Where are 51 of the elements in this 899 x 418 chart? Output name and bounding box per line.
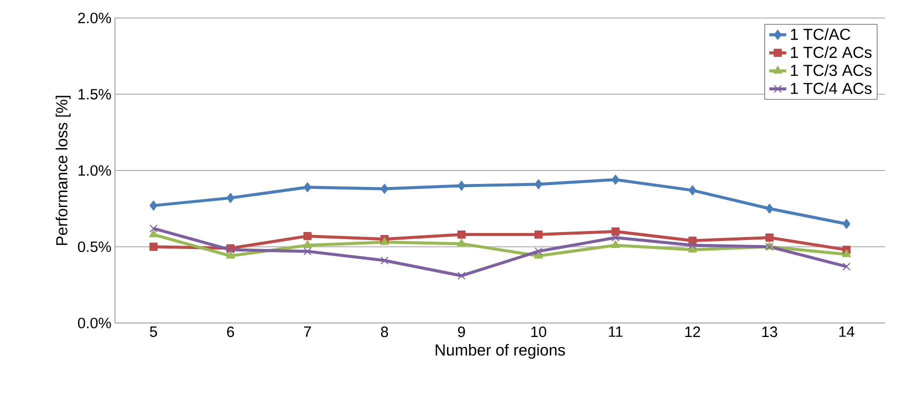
x-tick-label: 12: [685, 326, 700, 337]
point: [611, 240, 620, 248]
point: [842, 218, 850, 229]
point: [304, 182, 312, 192]
x-tick-label: 14: [839, 326, 854, 337]
legend-label: 1 TC/AC: [790, 28, 850, 40]
point: [842, 262, 851, 271]
point: [226, 192, 234, 203]
point: [457, 272, 466, 280]
legend-label: 1 TC/2 ACs: [790, 46, 872, 58]
y-tick-label: 2.0%: [78, 12, 111, 24]
point: [149, 224, 158, 232]
point: [457, 238, 466, 246]
point: [612, 174, 620, 185]
point: [765, 234, 774, 242]
point: [458, 180, 466, 191]
x-tick-label: 11: [608, 326, 623, 337]
x-tick-label: 5: [150, 326, 158, 337]
point: [150, 200, 158, 211]
y-tick-label: 0.0%: [78, 318, 111, 328]
point: [611, 227, 620, 236]
point: [611, 234, 620, 242]
x-axis-title: Number of regions: [436, 344, 565, 359]
y-tick-label: 1.0%: [78, 165, 111, 176]
point: [534, 247, 543, 256]
point: [149, 242, 158, 251]
point: [303, 247, 312, 256]
legend-label: 1 TC/3 ACs: [790, 64, 872, 76]
x-tick-label: 10: [531, 326, 546, 338]
point: [688, 241, 697, 250]
point: [149, 230, 158, 238]
y-tick-label: 1.5%: [78, 89, 111, 100]
point: [842, 249, 851, 258]
point: [688, 185, 696, 196]
point: [380, 256, 389, 264]
y-tick-label: 0.5%: [78, 241, 111, 252]
x-tick-label: 9: [458, 326, 465, 338]
point: [303, 232, 312, 240]
x-tick-label: 6: [227, 326, 234, 338]
x-tick-label: 13: [762, 326, 778, 338]
legend-label: 1 TC/4 ACs: [790, 82, 872, 94]
point: [380, 184, 388, 194]
point: [226, 250, 235, 259]
y-axis-title: Performance loss [%]: [56, 96, 71, 245]
point: [457, 230, 466, 239]
point: [303, 240, 312, 248]
point: [534, 179, 542, 190]
point: [534, 230, 543, 239]
x-tick-label: 8: [381, 326, 388, 338]
point: [766, 204, 774, 214]
x-tick-label: 7: [304, 326, 311, 337]
